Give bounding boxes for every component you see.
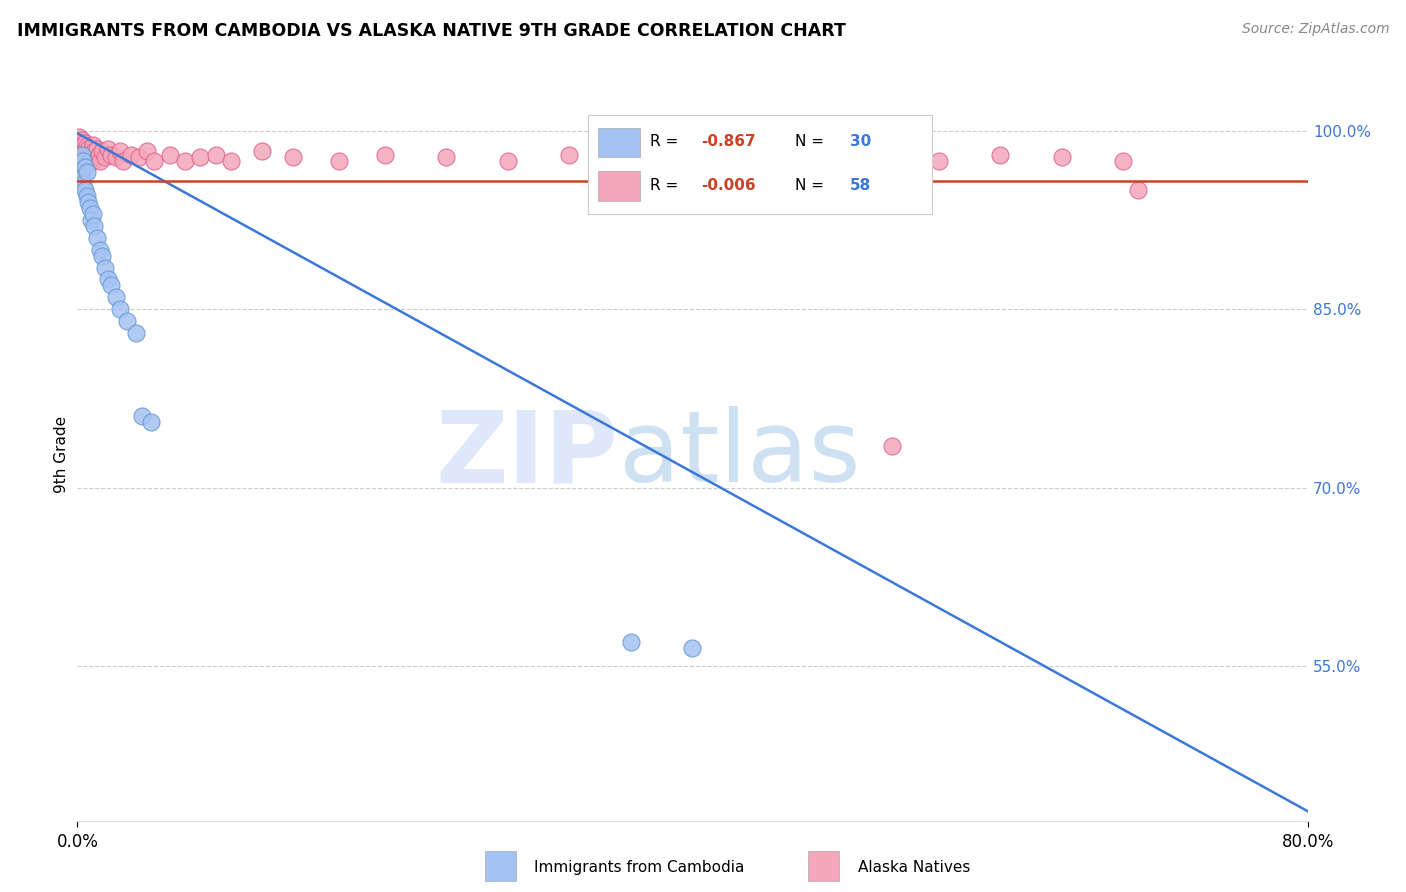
Point [77,142,100,156]
Point [1112,153,1135,168]
Point [558,147,581,161]
Point [72,147,94,161]
Point [86,142,108,156]
Point [72,178,94,192]
Point [1050,150,1073,164]
Point [79,145,101,160]
Point [115,314,138,328]
Point [89,243,111,257]
Point [988,147,1011,161]
Point [110,302,132,317]
Point [204,147,226,161]
Point [866,144,889,158]
Point [82,207,104,221]
Point [100,147,122,161]
Point [69,165,91,179]
Point [682,641,704,656]
Point [76,149,98,163]
Point [141,415,163,429]
Point [73,160,96,174]
Point [374,147,396,161]
Text: IMMIGRANTS FROM CAMBODIA VS ALASKA NATIVE 9TH GRADE CORRELATION CHART: IMMIGRANTS FROM CAMBODIA VS ALASKA NATIV… [17,22,846,40]
Point [90,144,114,158]
Point [77,150,100,164]
Point [72,153,94,168]
Point [67,129,90,144]
Point [97,272,120,286]
Point [174,153,197,168]
Point [281,150,304,164]
Point [620,635,643,649]
Point [84,150,107,164]
Point [83,219,105,233]
Point [70,133,93,147]
Point [128,150,150,164]
Point [70,147,93,161]
Point [82,138,104,153]
Point [80,147,103,161]
Point [112,153,135,168]
Point [94,150,117,164]
Point [94,260,117,275]
Point [73,153,96,167]
Point [77,195,100,210]
Point [87,147,110,161]
Y-axis label: 9th Grade: 9th Grade [53,417,69,493]
Point [69,150,91,164]
Point [70,171,93,186]
Point [882,439,904,453]
Point [120,147,142,161]
Point [125,326,148,340]
Point [104,150,127,164]
Point [83,144,105,158]
Text: ZIP: ZIP [436,407,619,503]
Point [219,153,242,168]
Point [76,189,98,203]
Point [135,144,157,158]
Point [928,153,950,168]
Point [70,142,93,156]
Point [67,138,90,153]
Text: Alaska Natives: Alaska Natives [858,860,970,874]
Point [104,290,127,304]
Point [682,147,704,161]
Point [79,201,101,215]
Point [67,160,90,174]
Point [496,153,519,168]
Point [436,150,458,164]
Point [131,409,153,424]
Point [82,153,104,168]
Point [69,136,91,150]
Point [89,153,111,168]
Point [90,249,114,263]
Text: Immigrants from Cambodia: Immigrants from Cambodia [534,860,745,874]
Point [69,153,91,168]
Point [70,153,93,168]
Point [250,144,273,158]
Point [80,213,103,227]
Point [73,136,96,150]
Point [69,144,91,158]
Point [636,150,658,164]
Text: Source: ZipAtlas.com: Source: ZipAtlas.com [1241,22,1389,37]
Point [188,150,212,164]
Point [1128,183,1150,197]
Point [328,153,350,168]
Point [97,142,120,156]
Point [73,144,96,158]
Point [804,150,827,164]
Point [76,139,98,153]
Point [159,147,181,161]
Point [143,153,166,168]
Point [73,183,96,197]
Point [86,231,108,245]
Point [72,138,94,153]
Text: atlas: atlas [619,407,860,503]
Point [100,278,122,293]
Point [110,144,132,158]
Point [742,153,765,168]
Point [76,165,98,179]
